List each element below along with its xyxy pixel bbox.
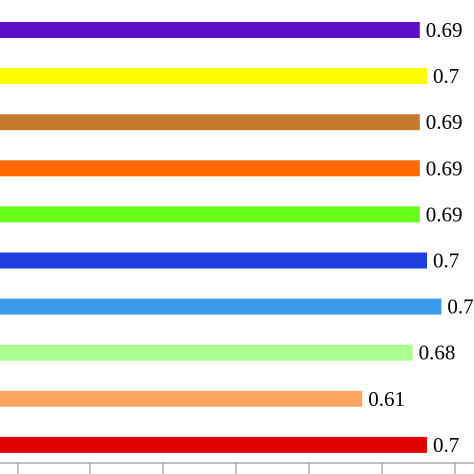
- data-label-2: 0.7: [433, 64, 459, 88]
- data-label-4: 0.69: [426, 156, 463, 180]
- data-label-10: 0.7: [433, 433, 459, 457]
- bar-5: [0, 206, 420, 223]
- value-labels-group: 0.69 0.7 0.69 0.69 0.69 0.7 0.72 0.68 0.61 0.7: [368, 18, 474, 457]
- data-label-5: 0.69: [426, 202, 463, 226]
- data-label-3: 0.69: [426, 110, 463, 134]
- bar-8: [0, 344, 413, 361]
- bar-4: [0, 160, 420, 177]
- bar-7: [0, 298, 442, 315]
- data-label-8: 0.68: [419, 341, 456, 365]
- x-axis: [0, 462, 474, 474]
- bar-9: [0, 390, 363, 407]
- data-label-6: 0.7: [433, 249, 459, 273]
- data-label-1: 0.69: [426, 18, 463, 42]
- bars-group: [0, 22, 442, 453]
- data-label-7: 0.72: [447, 295, 474, 319]
- bar-1: [0, 22, 420, 38]
- data-label-9: 0.61: [368, 387, 405, 411]
- bar-2: [0, 68, 427, 85]
- bar-6: [0, 252, 427, 269]
- bar-10: [0, 436, 427, 453]
- bar-3: [0, 114, 420, 131]
